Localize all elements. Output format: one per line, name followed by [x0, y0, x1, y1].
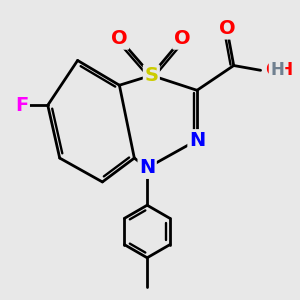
Text: H: H: [270, 61, 284, 79]
Text: O: O: [218, 19, 235, 38]
Text: N: N: [139, 158, 155, 177]
Text: O: O: [174, 29, 190, 48]
Text: S: S: [144, 66, 158, 85]
Text: OH: OH: [265, 61, 293, 79]
Text: F: F: [15, 96, 28, 115]
Text: N: N: [189, 130, 205, 150]
Text: O: O: [111, 29, 128, 48]
